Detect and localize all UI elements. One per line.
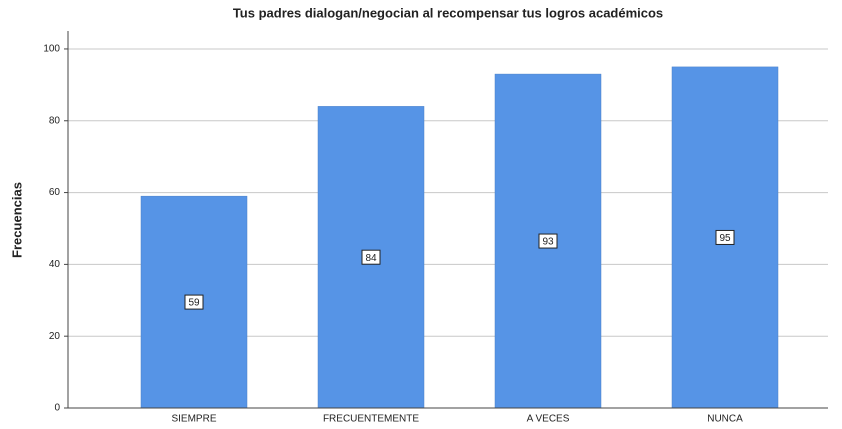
x-tick-label: SIEMPRE	[171, 414, 216, 425]
data-label: 93	[542, 237, 554, 248]
data-label-box	[184, 294, 204, 310]
y-axis-label: Frecuencias	[9, 182, 24, 258]
y-tick-label: 20	[49, 331, 61, 342]
y-tick-label: 100	[43, 44, 60, 55]
y-tick-label: 40	[49, 259, 61, 270]
data-label: 84	[365, 253, 377, 264]
x-tick-label: NUNCA	[707, 414, 743, 425]
chart-title: Tus padres dialogan/negocian al recompen…	[233, 5, 663, 20]
x-tick-label: A VECES	[527, 414, 570, 425]
y-tick-label: 0	[54, 403, 60, 414]
data-label-box	[361, 249, 381, 265]
data-label: 95	[719, 233, 731, 244]
data-label-box	[715, 229, 735, 245]
y-tick-label: 60	[49, 187, 61, 198]
x-tick-label: FRECUENTEMENTE	[323, 414, 419, 425]
data-label: 59	[188, 298, 200, 309]
y-tick-label: 80	[49, 115, 61, 126]
data-label-box	[538, 233, 558, 249]
